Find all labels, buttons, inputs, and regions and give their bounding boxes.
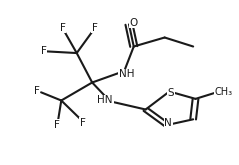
Text: O: O [130,18,138,28]
Text: F: F [60,23,65,33]
Text: N: N [164,118,172,128]
Text: F: F [80,118,86,128]
Text: F: F [54,120,60,130]
Text: HN: HN [98,96,113,105]
Text: S: S [167,88,174,98]
Text: CH₃: CH₃ [215,87,233,97]
Text: NH: NH [119,69,134,79]
Text: F: F [34,86,40,97]
Text: F: F [41,46,46,56]
Text: F: F [92,23,98,33]
